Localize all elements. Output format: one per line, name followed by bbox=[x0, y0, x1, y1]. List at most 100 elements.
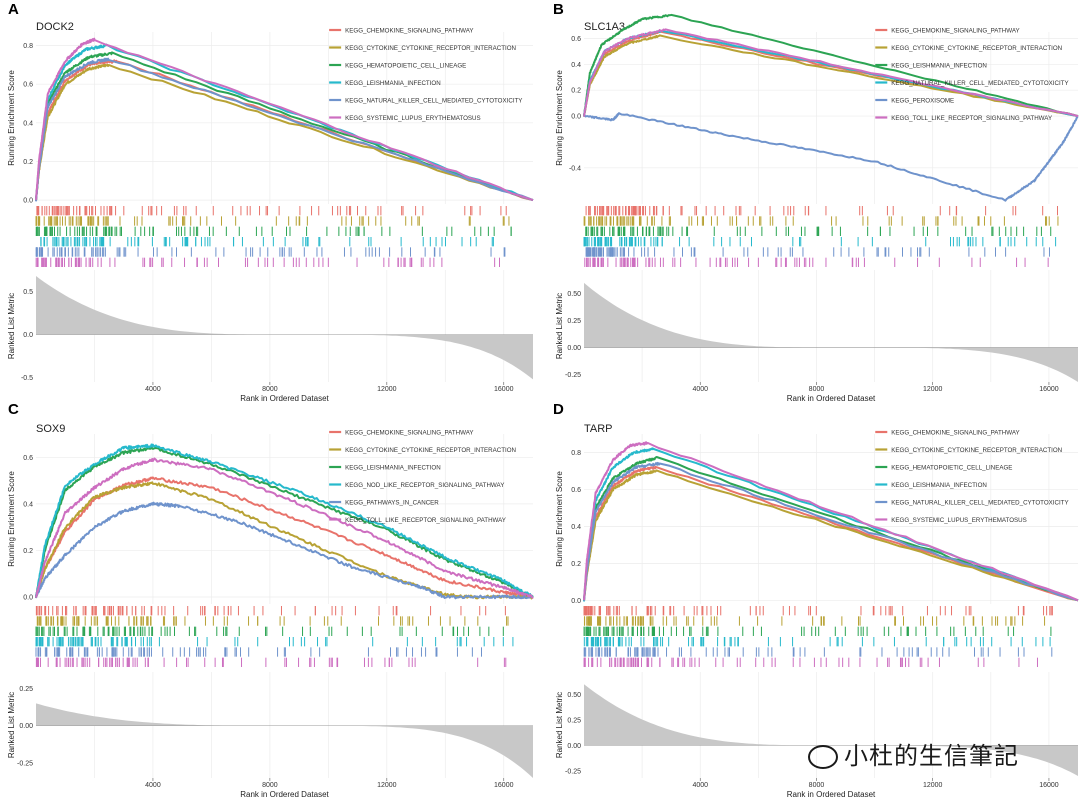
legend-label: KEGG_NATURAL_KILLER_CELL_MEDIATED_CYTOTO… bbox=[891, 499, 1068, 506]
es-line-kegg-cytokine-cytokine-receptor-interaction bbox=[35, 481, 534, 600]
wechat-icon bbox=[808, 745, 838, 769]
metric-ytick-label: 0.25 bbox=[19, 686, 33, 693]
es-line-kegg-toll-like-receptor-signaling-pathway bbox=[35, 457, 534, 599]
ranked-metric-area bbox=[36, 703, 533, 778]
es-ytick-label: 0.4 bbox=[23, 120, 33, 127]
es-line-kegg-cytokine-cytokine-receptor-interaction bbox=[583, 469, 1079, 602]
metric-ylabel: Ranked List Metric bbox=[555, 293, 564, 359]
es-ytick-label: 0.0 bbox=[571, 114, 581, 121]
x-axis-title: Rank in Ordered Dataset bbox=[240, 790, 329, 799]
es-line-kegg-chemokine-signaling-pathway bbox=[35, 476, 534, 599]
x-tick-label: 16000 bbox=[1039, 386, 1059, 393]
x-tick-label: 8000 bbox=[262, 782, 278, 789]
gene-title: SOX9 bbox=[36, 423, 65, 435]
x-axis-title: Rank in Ordered Dataset bbox=[240, 394, 329, 403]
es-ytick-label: 0.4 bbox=[571, 524, 581, 531]
metric-ylabel: Ranked List Metric bbox=[7, 692, 16, 758]
gene-title: DOCK2 bbox=[36, 21, 74, 33]
es-ylabel: Running Enrichment Score bbox=[555, 471, 564, 567]
es-line-kegg-natural-killer-cell-mediated-cytotoxicity bbox=[583, 29, 1079, 118]
es-ylabel: Running Enrichment Score bbox=[555, 70, 564, 166]
panel-letter: A bbox=[8, 1, 19, 18]
gene-title: SLC1A3 bbox=[584, 21, 625, 33]
es-ytick-label: 0.2 bbox=[571, 88, 581, 95]
x-tick-label: 12000 bbox=[377, 782, 397, 789]
x-tick-label: 12000 bbox=[377, 386, 397, 393]
es-line-kegg-cytokine-cytokine-receptor-interaction bbox=[35, 63, 534, 202]
metric-ytick-label: -0.25 bbox=[17, 761, 33, 768]
es-ylabel: Running Enrichment Score bbox=[7, 70, 16, 166]
es-ylabel: Running Enrichment Score bbox=[7, 471, 16, 567]
x-tick-label: 4000 bbox=[145, 782, 161, 789]
metric-ytick-label: 0.25 bbox=[567, 717, 581, 724]
x-tick-label: 12000 bbox=[923, 386, 943, 393]
legend-label: KEGG_PEROXISOME bbox=[891, 97, 954, 104]
legend-label: KEGG_CHEMOKINE_SIGNALING_PATHWAY bbox=[345, 27, 473, 34]
legend-label: KEGG_TOLL_LIKE_RECEPTOR_SIGNALING_PATHWA… bbox=[891, 115, 1052, 122]
es-line-kegg-systemic-lupus-erythematosus bbox=[583, 441, 1079, 602]
x-tick-label: 16000 bbox=[1039, 782, 1059, 789]
metric-ytick-label: 0.00 bbox=[19, 723, 33, 730]
panel-letter: D bbox=[553, 401, 564, 418]
es-line-kegg-pathways-in-cancer bbox=[35, 501, 534, 600]
x-tick-label: 16000 bbox=[494, 782, 514, 789]
legend-label: KEGG_CYTOKINE_CYTOKINE_RECEPTOR_INTERACT… bbox=[891, 45, 1062, 52]
x-tick-label: 4000 bbox=[692, 782, 708, 789]
es-ytick-label: 0.2 bbox=[571, 561, 581, 568]
es-line-kegg-nod-like-receptor-signaling-pathway bbox=[35, 443, 534, 598]
x-axis-title: Rank in Ordered Dataset bbox=[787, 394, 876, 403]
es-ytick-label: 0.6 bbox=[571, 36, 581, 43]
x-tick-label: 4000 bbox=[692, 386, 708, 393]
es-line-kegg-natural-killer-cell-mediated-cytotoxicity bbox=[35, 57, 534, 202]
x-tick-label: 8000 bbox=[809, 386, 825, 393]
legend-label: KEGG_CYTOKINE_CYTOKINE_RECEPTOR_INTERACT… bbox=[891, 447, 1062, 454]
metric-ytick-label: 0.50 bbox=[567, 291, 581, 298]
metric-ytick-label: -0.25 bbox=[565, 768, 581, 775]
es-ytick-label: 0.6 bbox=[571, 487, 581, 494]
metric-ytick-label: 0.50 bbox=[567, 692, 581, 699]
gene-title: TARP bbox=[584, 423, 613, 435]
es-line-kegg-chemokine-signaling-pathway bbox=[35, 59, 534, 202]
ranked-metric-area bbox=[36, 276, 533, 380]
legend-label: KEGG_SYSTEMIC_LUPUS_ERYTHEMATOSUS bbox=[891, 517, 1026, 524]
es-line-kegg-toll-like-receptor-signaling-pathway bbox=[583, 28, 1079, 118]
watermark: 小杜的生信筆記 bbox=[808, 736, 1019, 771]
es-ytick-label: 0.8 bbox=[571, 450, 581, 457]
legend-label: KEGG_HEMATOPOIETIC_CELL_LINEAGE bbox=[891, 464, 1012, 471]
metric-ytick-label: 0.00 bbox=[567, 345, 581, 352]
metric-ytick-label: -0.5 bbox=[21, 375, 33, 382]
es-ytick-label: 0.4 bbox=[23, 501, 33, 508]
x-axis-title: Rank in Ordered Dataset bbox=[787, 790, 876, 799]
legend-label: KEGG_CHEMOKINE_SIGNALING_PATHWAY bbox=[891, 27, 1019, 34]
metric-ytick-label: -0.25 bbox=[565, 372, 581, 379]
es-ytick-label: 0.0 bbox=[23, 198, 33, 205]
es-line-kegg-chemokine-signaling-pathway bbox=[583, 465, 1079, 602]
legend-label: KEGG_NATURAL_KILLER_CELL_MEDIATED_CYTOTO… bbox=[345, 97, 522, 104]
es-ytick-label: 0.6 bbox=[23, 455, 33, 462]
metric-ytick-label: 0.00 bbox=[567, 743, 581, 750]
es-ytick-label: 0.4 bbox=[571, 62, 581, 69]
es-line-kegg-leishmania-infection bbox=[583, 13, 1079, 118]
panel-letter: B bbox=[553, 1, 564, 18]
es-line-kegg-leishmania-infection bbox=[35, 446, 534, 599]
legend-label: KEGG_CHEMOKINE_SIGNALING_PATHWAY bbox=[891, 429, 1019, 436]
es-ytick-label: 0.0 bbox=[571, 598, 581, 605]
x-tick-label: 8000 bbox=[262, 386, 278, 393]
metric-ylabel: Ranked List Metric bbox=[555, 692, 564, 758]
x-tick-label: 12000 bbox=[923, 782, 943, 789]
legend-label: KEGG_SYSTEMIC_LUPUS_ERYTHEMATOSUS bbox=[345, 115, 480, 122]
legend-label: KEGG_LEISHMANIA_INFECTION bbox=[345, 464, 441, 471]
x-tick-label: 4000 bbox=[145, 386, 161, 393]
es-ytick-label: -0.4 bbox=[569, 165, 581, 172]
es-ytick-label: 0.0 bbox=[23, 595, 33, 602]
es-line-kegg-hematopoietic-cell-lineage bbox=[35, 51, 534, 202]
watermark-text: 小杜的生信筆記 bbox=[844, 742, 1019, 770]
metric-ytick-label: 0.5 bbox=[23, 289, 33, 296]
legend-label: KEGG_NATURAL_KILLER_CELL_MEDIATED_CYTOTO… bbox=[891, 80, 1068, 87]
legend-label: KEGG_CYTOKINE_CYTOKINE_RECEPTOR_INTERACT… bbox=[345, 45, 516, 52]
legend-label: KEGG_CYTOKINE_CYTOKINE_RECEPTOR_INTERACT… bbox=[345, 447, 516, 454]
legend-label: KEGG_LEISHMANIA_INFECTION bbox=[891, 62, 987, 69]
es-line-kegg-natural-killer-cell-mediated-cytotoxicity bbox=[583, 461, 1079, 602]
ranked-metric-area bbox=[584, 282, 1078, 382]
